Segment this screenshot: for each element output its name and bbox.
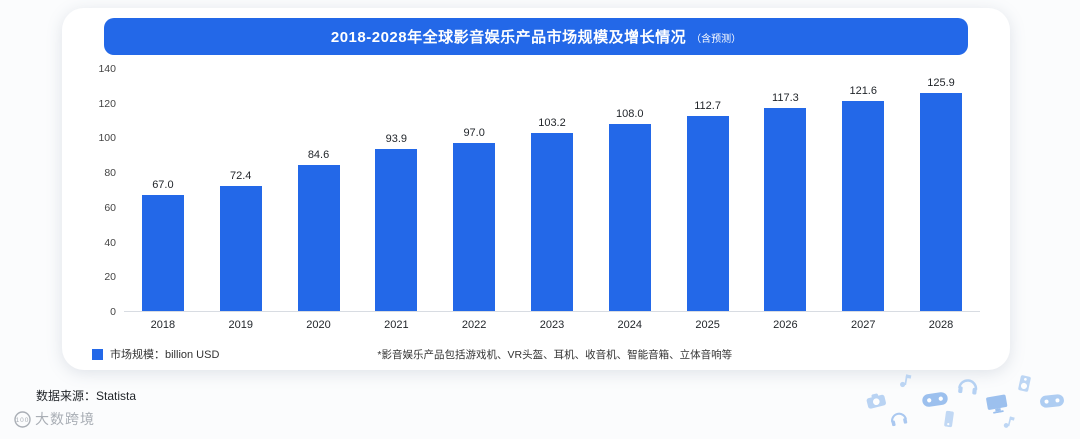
music-note-icon — [899, 372, 913, 389]
y-tick-label: 120 — [98, 97, 116, 110]
gamepad-icon — [921, 389, 949, 409]
x-tick-label: 2027 — [850, 319, 876, 331]
chart-title: 2018-2028年全球影音娱乐产品市场规模及增长情况 — [330, 29, 687, 46]
y-tick-label: 80 — [104, 167, 116, 180]
chart-subtitle: （含预测） — [691, 34, 742, 45]
x-tick-label: 2025 — [695, 319, 720, 331]
x-tick-label: 2019 — [228, 319, 253, 331]
legend-row: 市场规模：billion USD *影音娱乐产品包括游戏机、VR头盔、耳机、收音… — [92, 346, 968, 362]
bar-value-label: 117.3 — [772, 92, 799, 105]
bar — [920, 93, 963, 311]
x-tick-label: 2018 — [150, 319, 176, 331]
camera-icon — [864, 391, 887, 410]
headphones-icon — [957, 376, 979, 395]
bar — [764, 108, 807, 311]
bar-value-label: 67.0 — [152, 179, 174, 192]
bar-group: 84.6 — [280, 69, 358, 311]
bar-value-label: 93.9 — [385, 132, 408, 145]
plot-area: 67.0 72.4 84.6 93.9 97.0 103.2 108.0 112.7 117.3… — [124, 69, 980, 331]
monitor-icon — [985, 393, 1010, 415]
bar-group: 112.7 — [669, 69, 747, 311]
bar-chart: 140 120 100 80 60 40 20 0 67.0 72.4 84.6 93.9 97.0 1… — [88, 63, 980, 331]
y-tick-label: 40 — [104, 236, 116, 249]
x-tick-label: 2024 — [617, 319, 643, 331]
bar — [453, 143, 496, 311]
bar-group: 108.0 — [591, 69, 669, 311]
bar-group: 125.9 — [902, 69, 980, 311]
y-tick-label: 20 — [104, 271, 116, 284]
data-source-label: 数据来源：Statista — [36, 389, 137, 403]
gamepad-icon — [1039, 392, 1065, 410]
y-tick-label: 0 — [110, 305, 116, 318]
bar-value-label: 97.0 — [463, 127, 485, 140]
y-tick-label: 60 — [104, 201, 116, 214]
x-tick-label: 2021 — [384, 319, 409, 331]
bars: 67.0 72.4 84.6 93.9 97.0 103.2 108.0 112.7 117.3… — [124, 69, 980, 312]
x-tick-label: 2028 — [928, 319, 954, 331]
bar-value-label: 125.9 — [927, 77, 955, 90]
bar-group: 117.3 — [747, 69, 825, 311]
x-tick-label: 2020 — [306, 319, 331, 331]
bar-value-label: 121.6 — [849, 84, 877, 97]
chart-title-banner: 2018-2028年全球影音娱乐产品市场规模及增长情况 （含预测） — [104, 18, 968, 55]
decorative-device-icons — [848, 359, 1078, 439]
bar-value-label: 103.2 — [538, 116, 566, 129]
x-labels: 2018 2019 2020 2021 2022 2023 2024 2025 2026 2027… — [124, 319, 980, 331]
svg-text:100: 100 — [16, 417, 30, 424]
legend-item: 市场规模：billion USD — [92, 346, 219, 362]
bar-value-label: 72.4 — [230, 169, 252, 182]
bar-group: 93.9 — [357, 69, 435, 311]
bar-value-label: 112.7 — [694, 100, 721, 113]
bar — [608, 124, 651, 311]
legend-label: 市场规模：billion USD — [110, 349, 220, 361]
watermark: 100 大数跨境 — [14, 409, 95, 429]
bar-group: 103.2 — [513, 69, 591, 311]
headphones-icon — [889, 409, 909, 427]
watermark-text: 大数跨境 — [35, 411, 95, 427]
chart-footnote: *影音娱乐产品包括游戏机、VR头盔、耳机、收音机、智能音箱、立体音响等 — [377, 348, 733, 361]
legend-swatch — [92, 348, 103, 360]
bar — [141, 195, 184, 311]
y-tick-label: 140 — [98, 63, 116, 75]
watermark-logo-icon: 100 — [14, 410, 31, 428]
bar-group: 121.6 — [824, 69, 902, 311]
y-tick-label: 100 — [98, 132, 116, 145]
bar — [686, 116, 729, 311]
bar-group: 97.0 — [435, 69, 513, 311]
phone-icon — [943, 410, 955, 428]
bar — [530, 132, 573, 311]
speaker-icon — [1016, 374, 1032, 393]
x-tick-label: 2026 — [773, 319, 798, 331]
bar-value-label: 84.6 — [307, 148, 330, 161]
y-axis: 140 120 100 80 60 40 20 0 — [88, 63, 124, 318]
bar-value-label: 108.0 — [616, 108, 644, 121]
bar — [219, 185, 262, 311]
bar-group: 72.4 — [202, 69, 280, 311]
bar — [297, 164, 340, 311]
x-tick-label: 2023 — [539, 319, 565, 331]
music-note-icon — [1002, 414, 1016, 430]
chart-card: 2018-2028年全球影音娱乐产品市场规模及增长情况 （含预测） 140 120… — [62, 8, 1010, 370]
bar — [842, 100, 885, 311]
bar-group: 67.0 — [124, 69, 202, 311]
bar — [375, 148, 418, 311]
x-tick-label: 2022 — [461, 319, 487, 331]
